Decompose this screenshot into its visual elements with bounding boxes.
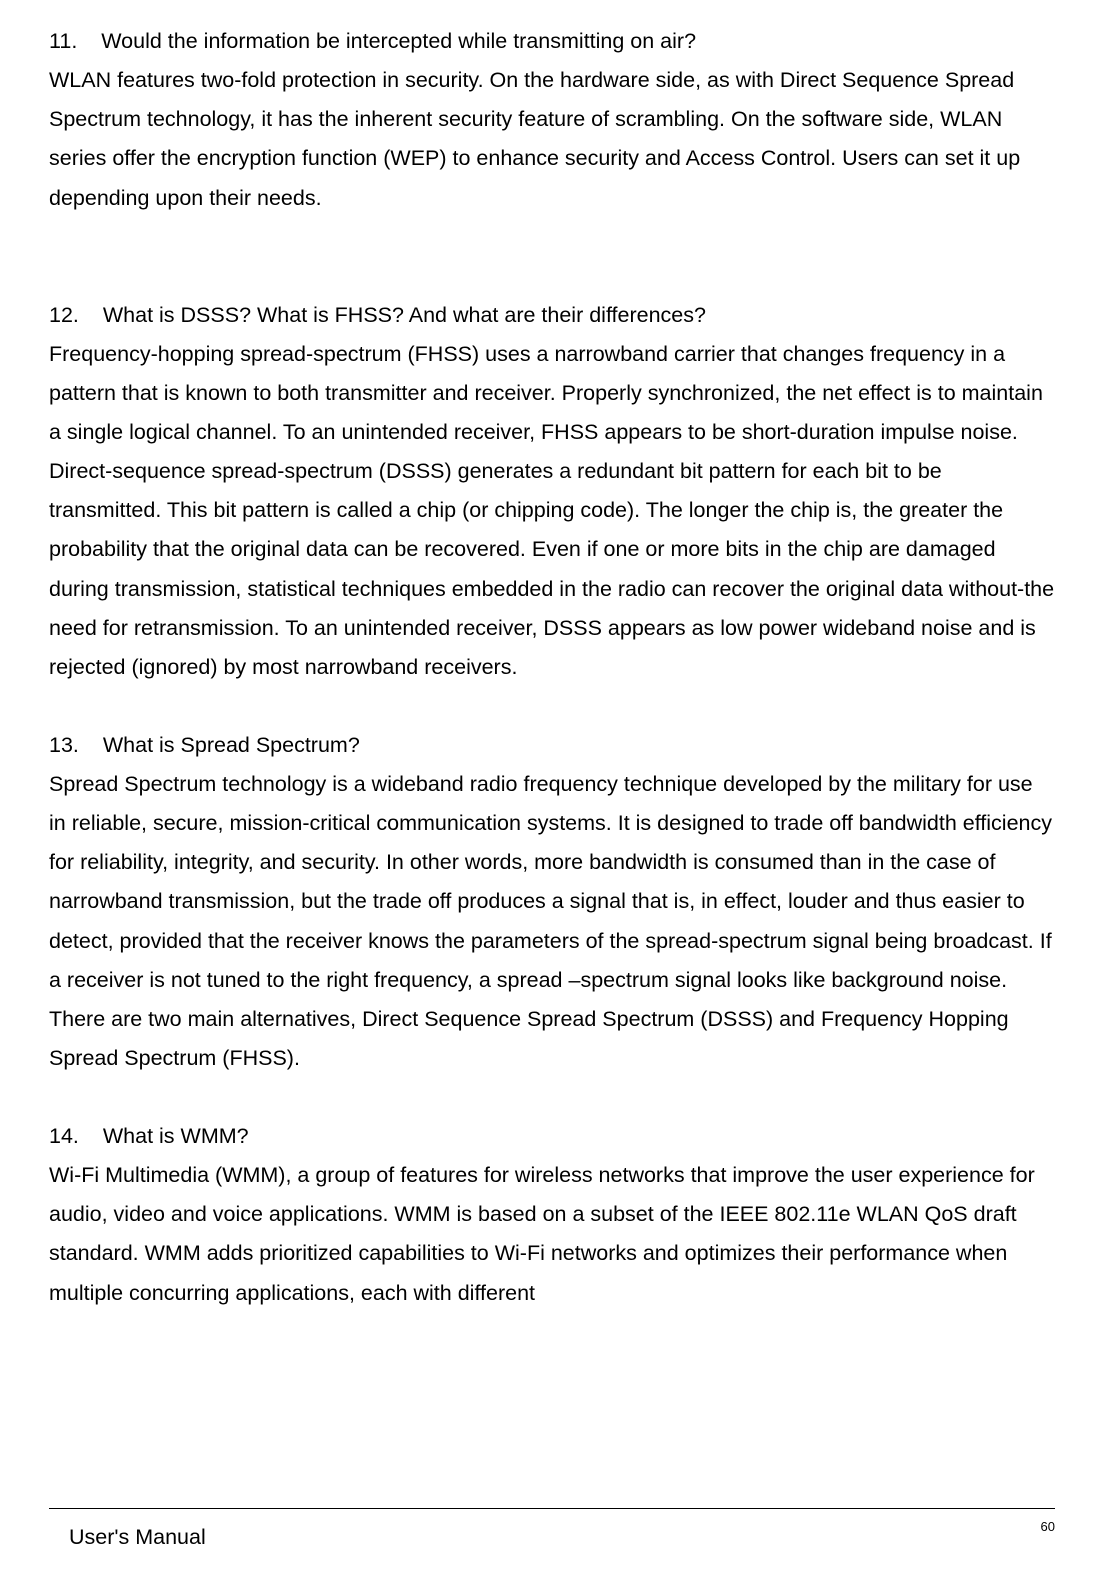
question-12-number: 12. [49, 303, 79, 327]
question-12-text: What is DSSS? What is FHSS? And what are… [103, 303, 706, 327]
question-13-text: What is Spread Spectrum? [103, 733, 360, 757]
spacer [49, 218, 1055, 296]
question-11-number: 11. [49, 29, 77, 53]
spacer [49, 1078, 1055, 1117]
question-11: 11. Would the information be intercepted… [49, 22, 1055, 61]
page-footer: User's Manual 60 [49, 1508, 1055, 1550]
answer-13: Spread Spectrum technology is a wideband… [49, 765, 1055, 1078]
question-13: 13. What is Spread Spectrum? [49, 726, 1055, 765]
question-14-number: 14. [49, 1124, 79, 1148]
answer-14: Wi-Fi Multimedia (WMM), a group of featu… [49, 1156, 1055, 1313]
question-14: 14. What is WMM? [49, 1117, 1055, 1156]
page-number: 60 [1041, 1519, 1055, 1534]
answer-12: Frequency-hopping spread-spectrum (FHSS)… [49, 335, 1055, 687]
footer-title: User's Manual [49, 1519, 206, 1550]
question-12: 12. What is DSSS? What is FHSS? And what… [49, 296, 1055, 335]
question-13-number: 13. [49, 733, 79, 757]
question-11-text: Would the information be intercepted whi… [101, 29, 696, 53]
document-content: 11. Would the information be intercepted… [49, 22, 1055, 1313]
answer-11: WLAN features two-fold protection in sec… [49, 61, 1055, 218]
spacer [49, 687, 1055, 726]
question-14-text: What is WMM? [103, 1124, 249, 1148]
